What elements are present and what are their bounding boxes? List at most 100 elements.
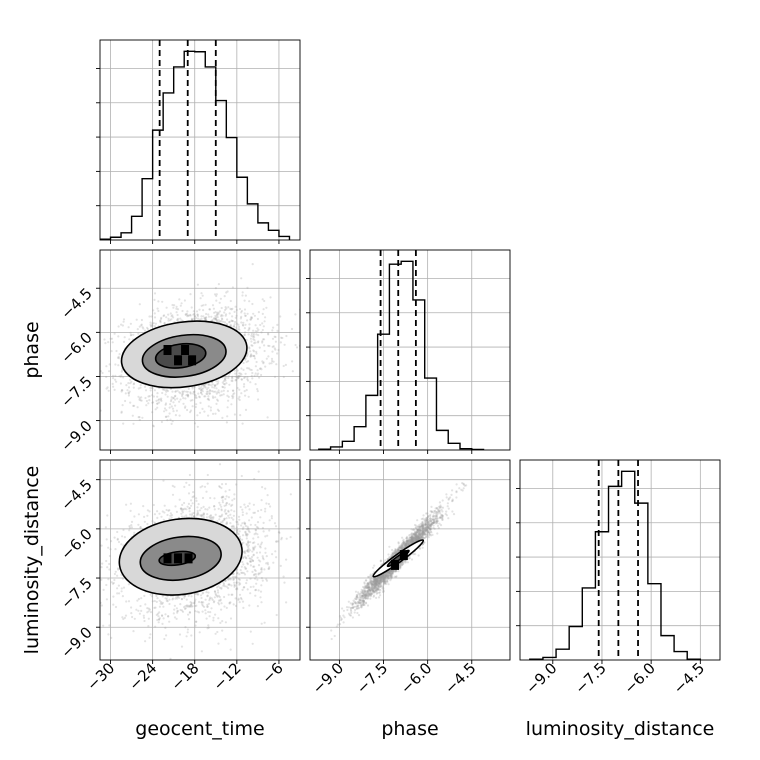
scatter-point [174, 390, 177, 393]
scatter-point [84, 363, 86, 365]
scatter-point [248, 323, 251, 326]
scatter-point [116, 537, 119, 541]
scatter-point [195, 403, 198, 406]
scatter-point [100, 370, 103, 373]
scatter-point [196, 315, 199, 318]
scatter-point [110, 636, 113, 640]
panel-geocent-time-vs-phase-ytick-label: −9.0 [57, 417, 95, 455]
scatter-point [179, 398, 182, 401]
scatter-point [251, 550, 254, 553]
scatter-point [244, 394, 247, 397]
scatter-point [239, 375, 242, 378]
scatter-point [181, 610, 185, 613]
scatter-point [206, 627, 209, 630]
scatter-point [244, 314, 247, 317]
scatter-point [151, 322, 154, 325]
scatter-point [116, 356, 120, 359]
panel-geocent-time-vs-phase-contour-line [154, 342, 207, 369]
scatter-point [233, 581, 236, 584]
scatter-point [148, 608, 151, 611]
scatter-point [208, 392, 211, 395]
scatter-point [227, 399, 230, 402]
scatter-point [138, 398, 141, 401]
scatter-point [143, 520, 146, 523]
scatter-point [238, 593, 242, 596]
scatter-point [190, 601, 193, 605]
scatter-point [188, 507, 191, 510]
scatter-point [194, 405, 197, 409]
scatter-point [174, 505, 177, 508]
scatter-point [218, 485, 221, 489]
scatter-point [179, 608, 182, 612]
scatter-point [195, 514, 199, 517]
scatter-point [272, 326, 275, 329]
scatter-point [225, 313, 228, 316]
scatter-point [245, 533, 249, 536]
scatter-point [246, 548, 250, 551]
scatter-point [159, 398, 162, 401]
scatter-point [231, 397, 234, 400]
scatter-point [163, 410, 166, 413]
scatter-point [244, 556, 248, 559]
scatter-point [198, 411, 202, 414]
scatter-point [276, 352, 279, 355]
scatter-point [231, 379, 234, 383]
scatter-point [225, 502, 228, 505]
scatter-point [104, 342, 107, 345]
scatter-point [262, 361, 265, 364]
scatter-point [257, 526, 260, 529]
scatter-point [189, 313, 192, 316]
scatter-point [137, 332, 140, 335]
scatter-point [237, 327, 240, 330]
scatter-point [238, 530, 241, 533]
scatter-point [237, 533, 240, 536]
scatter-point [186, 393, 189, 396]
scatter-point [277, 348, 280, 352]
scatter-point [306, 330, 308, 332]
hist-panel-geocent-time-frame [99, 39, 301, 241]
scatter-point [256, 605, 259, 608]
scatter-point [236, 587, 239, 590]
scatter-point [239, 372, 242, 375]
scatter-point [243, 334, 246, 337]
scatter-point [264, 487, 267, 490]
scatter-point [217, 313, 220, 316]
scatter-point [150, 386, 153, 389]
scatter-point [277, 531, 280, 534]
scatter-point [227, 583, 230, 586]
scatter-point [219, 515, 222, 518]
scatter-point [259, 590, 263, 593]
scatter-point [249, 355, 252, 358]
scatter-point [248, 502, 251, 505]
scatter-point [130, 380, 133, 383]
scatter-point [224, 308, 227, 312]
scatter-point [238, 581, 241, 584]
scatter-point [234, 379, 237, 382]
scatter-point [200, 384, 203, 387]
scatter-point [127, 326, 130, 329]
scatter-point [255, 360, 258, 364]
scatter-point [147, 625, 150, 628]
scatter-point [237, 598, 240, 602]
scatter-point [197, 392, 200, 395]
scatter-point [241, 534, 245, 537]
scatter-point [220, 602, 223, 605]
scatter-point [206, 508, 209, 511]
scatter-point [263, 621, 266, 624]
scatter-point [161, 388, 165, 391]
scatter-point [224, 314, 227, 317]
scatter-point [230, 584, 233, 587]
scatter-point [236, 386, 239, 390]
scatter-point [193, 422, 197, 425]
scatter-point [230, 525, 233, 528]
scatter-point [218, 586, 221, 589]
scatter-point [206, 595, 209, 598]
scatter-point [173, 608, 176, 611]
scatter-point [240, 598, 243, 601]
scatter-point [149, 389, 152, 392]
scatter-point [87, 411, 89, 413]
scatter-point [102, 588, 105, 592]
scatter-point [172, 306, 175, 309]
scatter-point [297, 527, 300, 530]
scatter-point [176, 597, 179, 600]
